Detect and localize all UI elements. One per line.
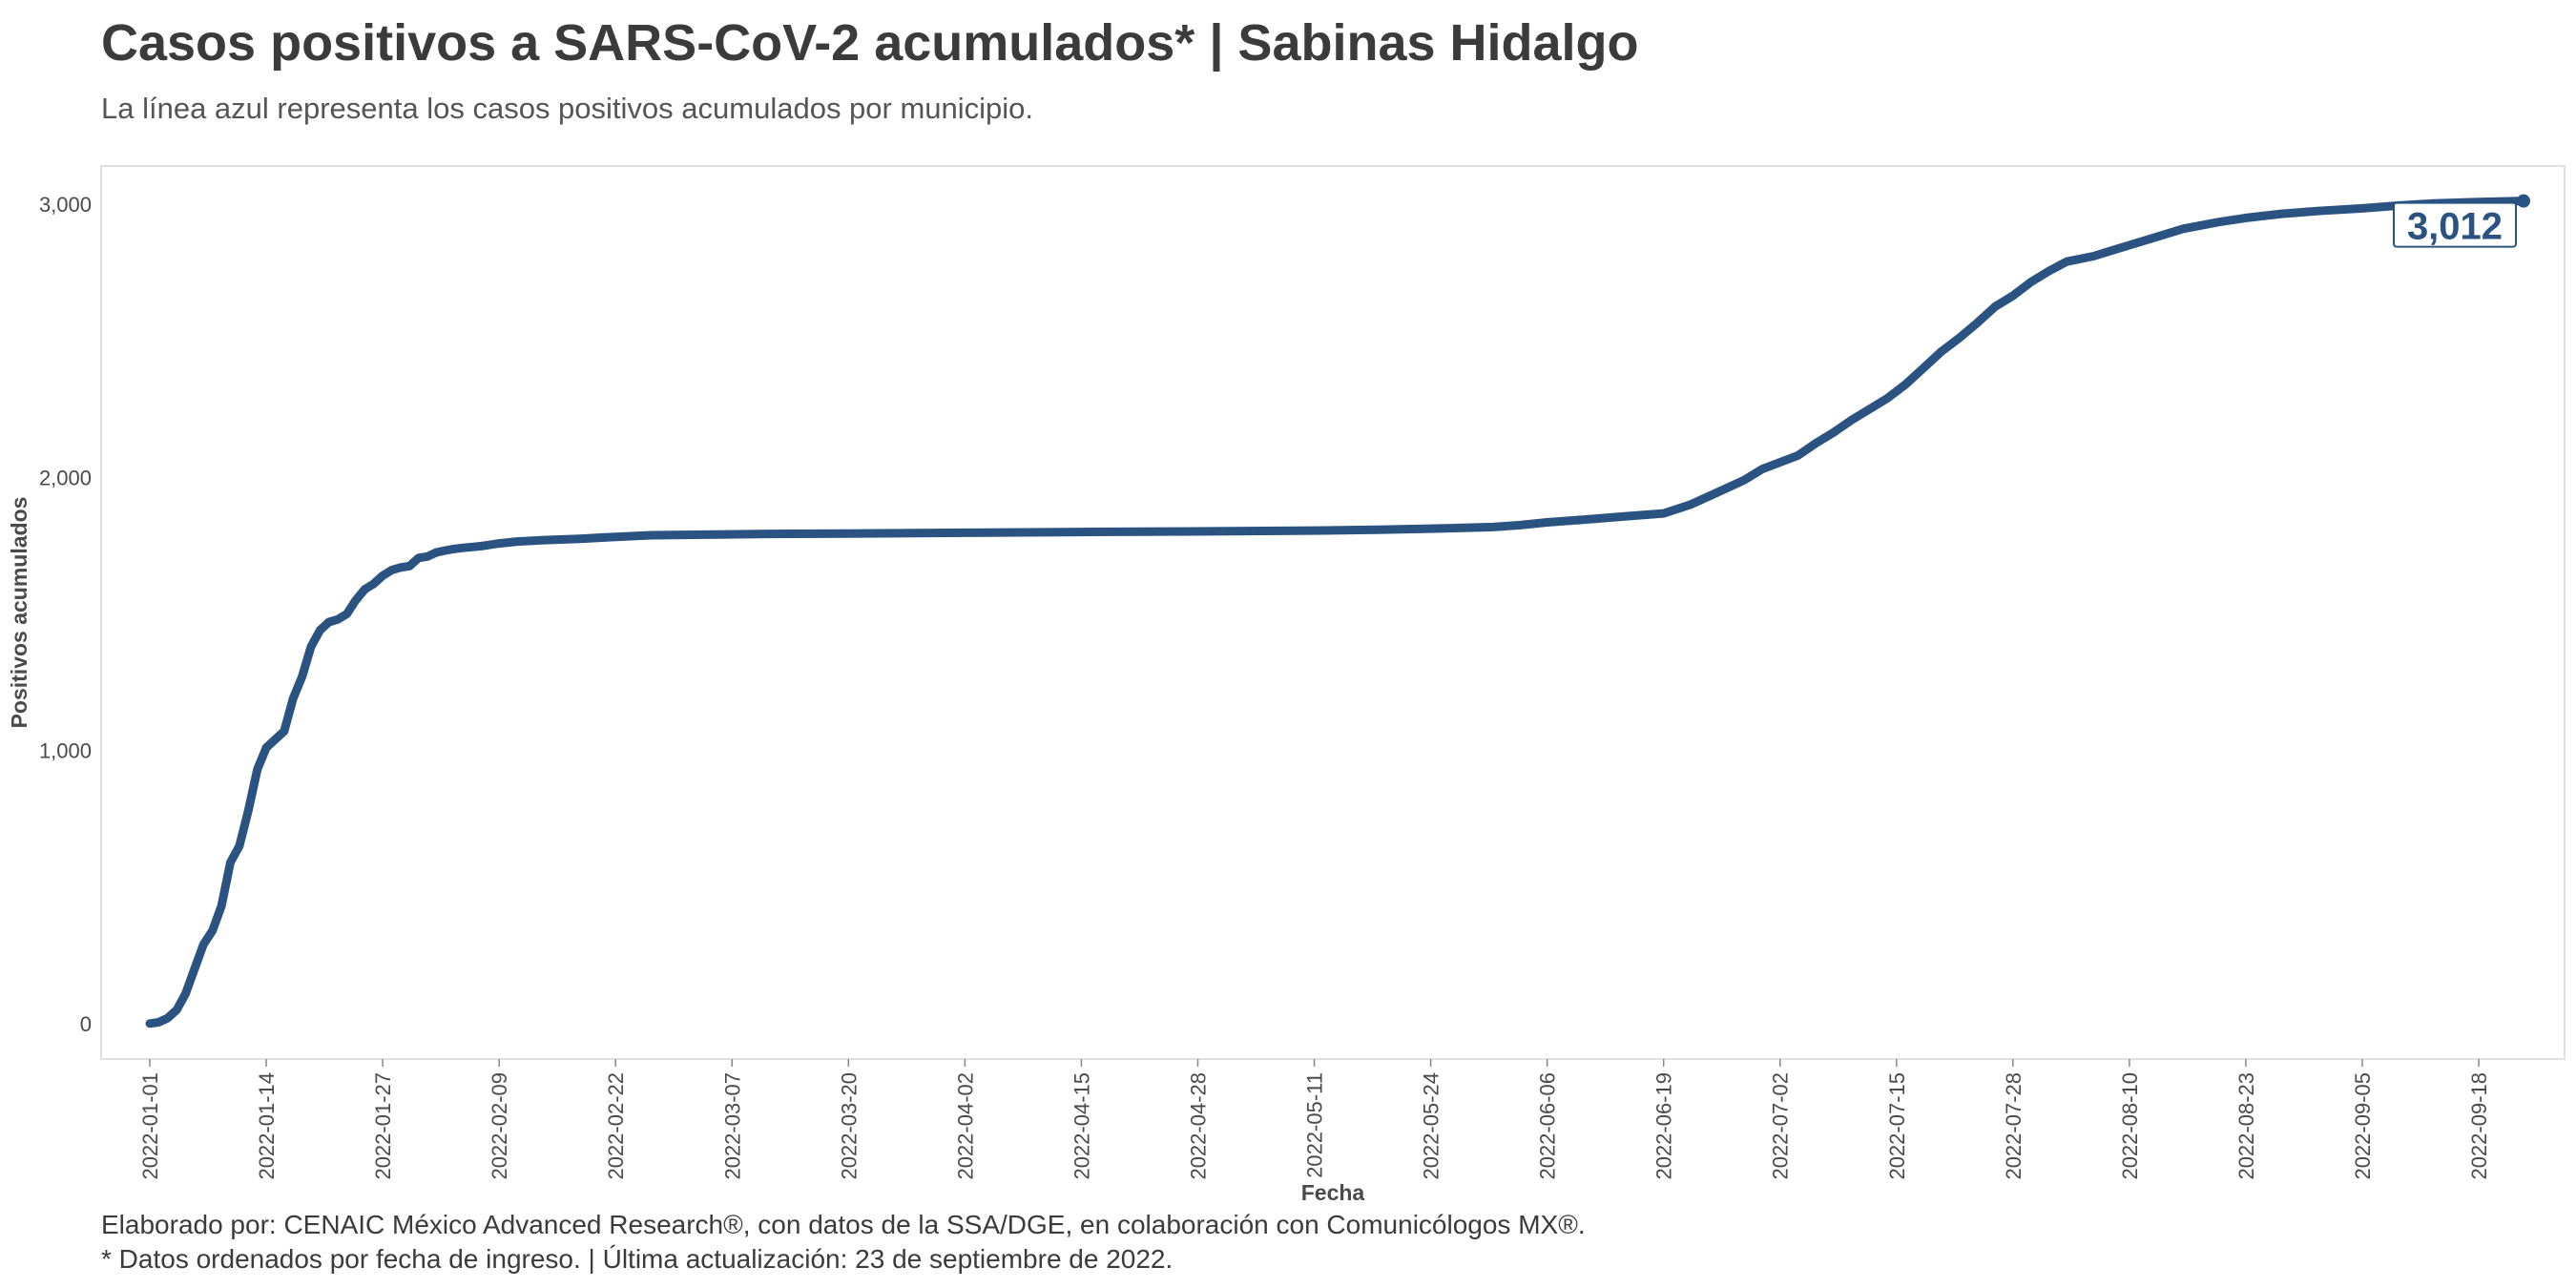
x-tick-label: 2022-08-23 (2234, 1072, 2258, 1180)
x-tick-label: 2022-04-02 (953, 1072, 977, 1180)
end-value-label: 3,012 (2393, 201, 2517, 248)
x-tick-label: 2022-09-05 (2351, 1072, 2375, 1180)
x-tick-label: 2022-03-20 (837, 1072, 861, 1180)
end-point-marker (2517, 194, 2530, 208)
x-tick-label: 2022-07-28 (2002, 1072, 2025, 1180)
y-axis-title: Positivos acumulados (7, 497, 31, 729)
x-tick-label: 2022-09-18 (2467, 1072, 2491, 1180)
source-caption: Elaborado por: CENAIC México Advanced Re… (101, 1210, 1586, 1239)
x-tick-label: 2022-06-19 (1652, 1072, 1676, 1180)
x-tick-label: 2022-05-11 (1303, 1072, 1327, 1178)
x-axis-title: Fecha (1301, 1180, 1365, 1205)
y-tick-label: 2,000 (39, 466, 92, 489)
notes-caption: * Datos ordenados por fecha de ingreso. … (101, 1244, 1174, 1274)
x-tick-label: 2022-06-06 (1536, 1072, 1560, 1180)
x-tick-label: 2022-07-02 (1769, 1072, 1793, 1180)
x-tick-label: 2022-04-15 (1070, 1072, 1093, 1180)
end-value-text: 3,012 (2407, 206, 2503, 248)
x-tick-label: 2022-01-01 (138, 1072, 162, 1180)
y-tick-label: 3,000 (39, 193, 92, 217)
plot-panel (100, 165, 2566, 1060)
x-tick-label: 2022-03-07 (720, 1072, 744, 1180)
x-tick-label: 2022-07-15 (1885, 1072, 1909, 1180)
y-tick-label: 1,000 (39, 739, 92, 763)
x-tick-label: 2022-01-14 (255, 1072, 279, 1180)
x-tick-label: 2022-02-22 (604, 1072, 628, 1180)
x-tick-label: 2022-02-09 (488, 1072, 511, 1180)
y-tick-label: 0 (80, 1012, 92, 1036)
x-tick-label: 2022-05-24 (1420, 1072, 1444, 1180)
chart-subtitle: La línea azul representa los casos posit… (101, 92, 1034, 125)
end-value-box (2393, 201, 2517, 248)
x-tick-label: 2022-04-28 (1186, 1072, 1210, 1180)
x-tick-label: 2022-01-27 (371, 1072, 395, 1180)
x-axis-ticks: 2022-01-01 2022-01-14 2022-01-27 2022-02-09… (138, 1059, 2491, 1180)
series-line (145, 197, 2528, 1028)
y-axis-ticks: 0 1,000 2,000 3,000 (39, 193, 92, 1036)
chart-title: Casos positivos a SARS-CoV-2 acumulados*… (101, 14, 1639, 72)
x-tick-label: 2022-08-10 (2118, 1072, 2142, 1180)
